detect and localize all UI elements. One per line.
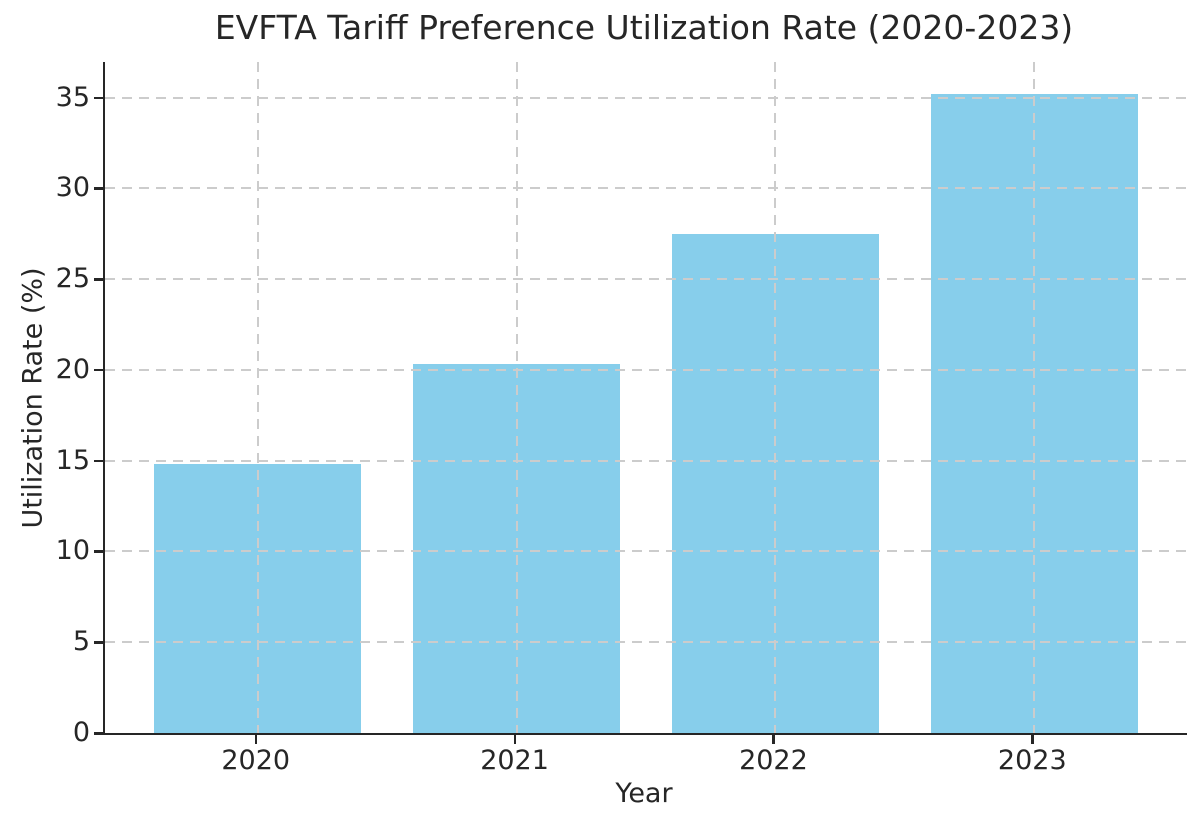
bar-2020: [154, 464, 362, 733]
y-axis-label: Utilization Rate (%): [17, 267, 49, 529]
y-tick-mark-30: [94, 187, 103, 190]
bar-2022: [671, 233, 879, 733]
y-tick-mark-0: [94, 732, 103, 735]
bars-layer: [105, 62, 1187, 733]
chart-title: EVFTA Tariff Preference Utilization Rate…: [214, 8, 1074, 47]
y-tick-label-5: 5: [72, 626, 90, 658]
y-tick-mark-20: [94, 368, 103, 372]
y-tick-mark-35: [94, 96, 103, 100]
y-tick-label-35: 35: [55, 81, 90, 113]
x-tick-label-2020: 2020: [221, 745, 291, 776]
y-tick-label-0: 0: [72, 717, 90, 748]
x-tick-mark-2022: [772, 735, 775, 744]
x-tick-label-2022: 2022: [739, 745, 808, 776]
y-tick-label-25: 25: [55, 263, 90, 295]
x-tick-label-2021: 2021: [480, 745, 549, 776]
x-tick-label-2023: 2023: [997, 745, 1067, 776]
y-tick-label-10: 10: [55, 535, 90, 567]
bar-2021: [413, 364, 621, 733]
y-tick-mark-5: [94, 641, 103, 644]
x-tick-mark-2021: [513, 735, 517, 744]
y-tick-label-15: 15: [55, 444, 90, 476]
y-tick-label-20: 20: [55, 353, 90, 385]
bar-2023: [930, 93, 1138, 733]
x-tick-mark-2023: [1031, 735, 1034, 744]
y-tick-mark-10: [94, 550, 103, 553]
x-tick-mark-2020: [254, 735, 258, 744]
y-tick-mark-15: [94, 459, 103, 463]
plot-area: [103, 62, 1187, 735]
x-axis-label: Year: [615, 778, 673, 809]
y-tick-label-30: 30: [55, 172, 90, 204]
y-tick-mark-25: [94, 278, 103, 281]
